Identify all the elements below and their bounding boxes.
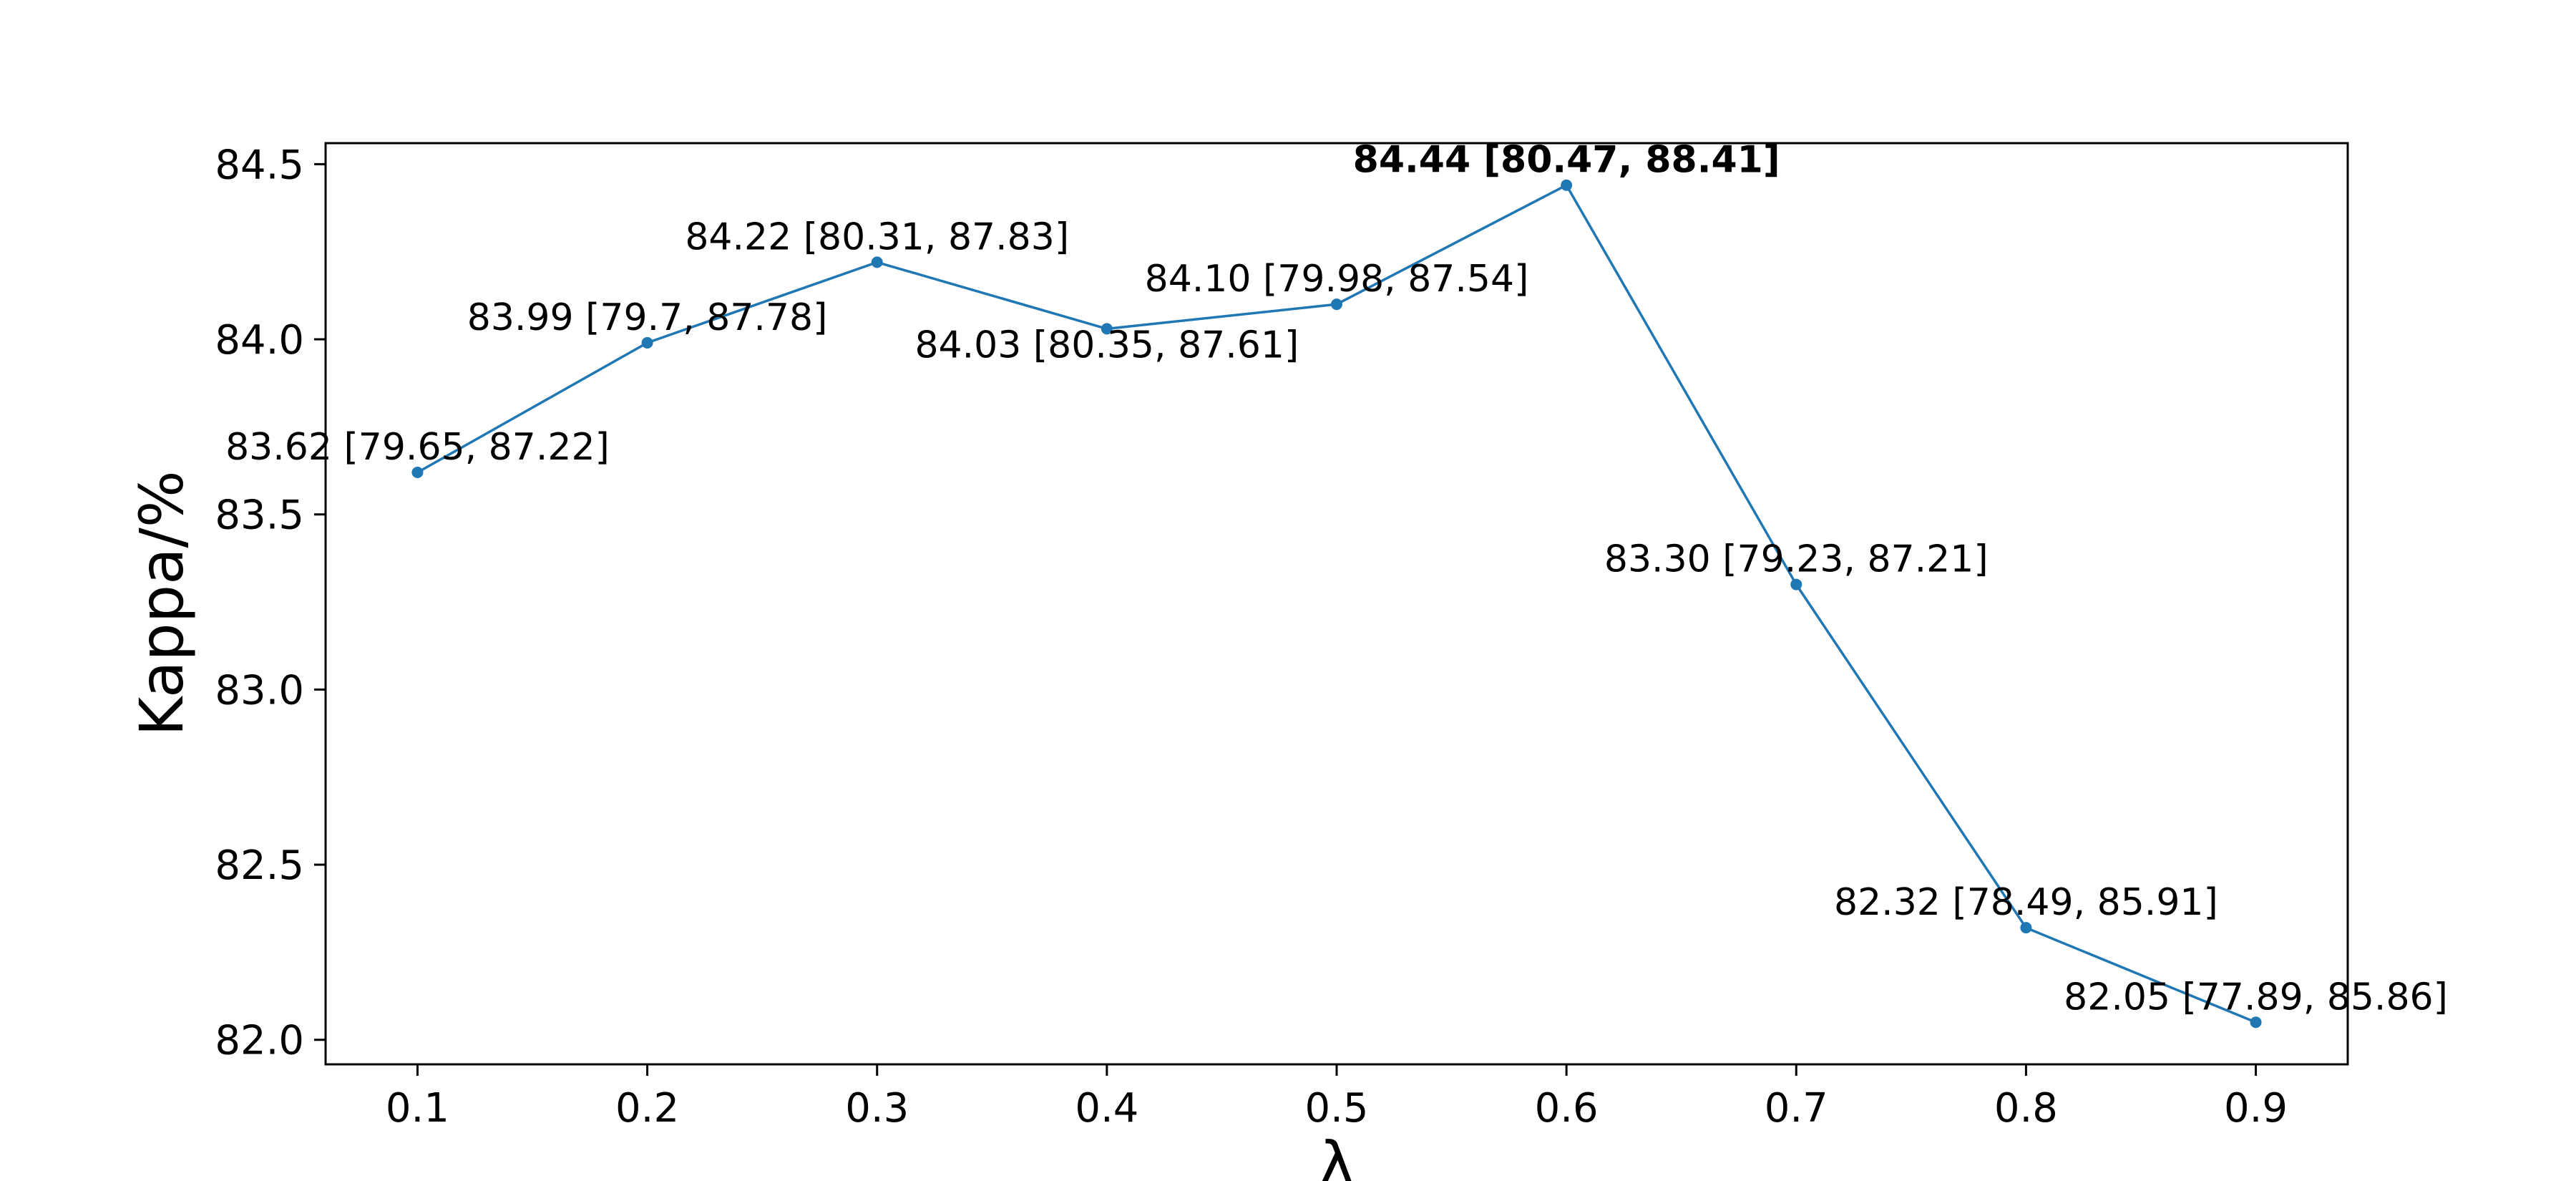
data-label: 82.05 [77.89, 85.86] [2064,976,2448,1019]
y-tick-label: 83.0 [215,667,304,714]
y-tick-label: 84.5 [215,142,304,188]
x-tick-label: 0.6 [1535,1085,1599,1132]
data-point [411,466,424,478]
x-axis-label: λ [1319,1129,1355,1181]
data-label: 84.03 [80.35, 87.61] [914,324,1299,366]
x-tick-label: 0.4 [1075,1085,1138,1132]
x-tick-label: 0.9 [2224,1085,2288,1132]
y-tick-label: 82.5 [215,842,304,889]
data-point [1790,578,1802,590]
data-point [1331,298,1342,311]
data-label: 83.99 [79.7, 87.78] [467,296,828,339]
x-axis-ticks: 0.1 0.2 0.3 0.4 0.5 0.6 0.7 0.8 0.9 [386,1064,2288,1132]
y-tick-label: 84.0 [215,317,304,364]
data-label: 84.22 [80.31, 87.83] [685,215,1069,258]
data-points [411,179,2262,1029]
data-label: 83.62 [79.65, 87.22] [225,426,610,469]
x-tick-label: 0.8 [1994,1085,2058,1132]
data-point [2250,1016,2262,1029]
data-point [2020,922,2032,934]
x-tick-label: 0.5 [1304,1085,1368,1132]
data-point [1101,323,1113,335]
data-label: 83.30 [79.23, 87.21] [1604,538,1989,581]
y-tick-label: 83.5 [215,492,304,539]
data-labels: 83.62 [79.65, 87.22] 83.99 [79.7, 87.78] 8… [225,139,2448,1019]
x-tick-label: 0.2 [615,1085,679,1132]
x-tick-label: 0.7 [1765,1085,1828,1132]
x-tick-label: 0.1 [386,1085,449,1132]
data-label: 82.32 [78.49, 85.91] [1834,881,2218,924]
y-tick-label: 82.0 [215,1018,304,1064]
x-tick-label: 0.3 [845,1085,909,1132]
data-label: 84.10 [79.98, 87.54] [1145,258,1529,301]
y-axis-label: Kappa/% [127,470,197,736]
data-point [871,256,883,268]
data-label: 84.44 [80.47, 88.41] [1353,139,1780,182]
y-axis-ticks: 82.0 82.5 83.0 83.5 84.0 84.5 [215,142,326,1064]
data-point [1561,179,1573,191]
data-point [641,336,653,349]
